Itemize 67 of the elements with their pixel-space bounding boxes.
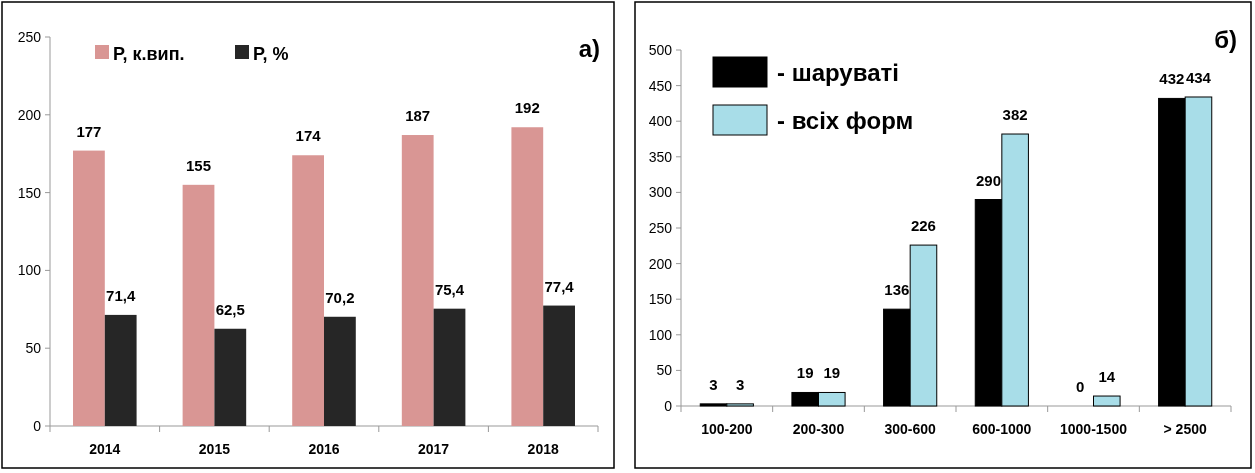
y-tick-label: 0 [664, 398, 673, 414]
data-label: 290 [976, 171, 1002, 189]
x-tick-label: 1000-1500 [1060, 421, 1128, 437]
x-tick-label: 100-200 [701, 421, 753, 437]
x-tick-label: 2017 [418, 441, 450, 457]
x-tick-label: 600-1000 [972, 421, 1032, 437]
chart-title: б) [1214, 26, 1237, 53]
data-label: 155 [185, 156, 212, 174]
data-label: 136 [884, 281, 910, 299]
y-tick-label: 50 [656, 362, 673, 379]
data-label: 3 [735, 375, 745, 393]
legend-label: Р, % [253, 44, 289, 64]
x-tick-label: 200-300 [792, 421, 845, 437]
y-tick-label: 200 [17, 106, 42, 123]
legend-label: Р, к.вип. [113, 44, 185, 64]
bar [182, 184, 215, 426]
bar [543, 305, 575, 426]
y-tick-label: 100 [17, 262, 42, 279]
data-label: 19 [796, 364, 814, 382]
y-tick-label: 50 [25, 340, 42, 357]
x-tick-label: 2014 [89, 441, 121, 457]
y-tick-label: 150 [648, 291, 673, 308]
x-tick-label: 300-600 [884, 421, 937, 437]
data-label: 3 [709, 375, 718, 393]
y-tick-label: 400 [648, 113, 673, 130]
y-tick-label: 150 [17, 184, 42, 201]
bar [511, 127, 544, 426]
bar [401, 135, 434, 426]
y-tick-label: 500 [648, 42, 673, 58]
data-label: 77,4 [544, 277, 575, 295]
data-label: 434 [1185, 68, 1212, 86]
data-label: 19 [823, 364, 841, 382]
y-tick-label: 100 [648, 326, 673, 343]
data-label: 75,4 [434, 280, 465, 298]
x-tick-label: 2015 [198, 441, 231, 457]
data-label: 70,2 [325, 288, 355, 306]
y-tick-label: 250 [17, 29, 42, 45]
data-label: 71,4 [106, 286, 136, 304]
data-label: 382 [1002, 106, 1028, 124]
y-tick-label: 0 [33, 418, 42, 434]
y-tick-label: 300 [648, 184, 673, 201]
bar [324, 316, 356, 426]
y-tick-label: 200 [648, 255, 673, 272]
bar [214, 328, 247, 426]
bar [73, 150, 105, 426]
data-label: 192 [514, 99, 540, 117]
data-label: 226 [910, 217, 936, 235]
data-label: 14 [1098, 368, 1116, 386]
data-label: 174 [295, 127, 322, 145]
x-tick-label: 2018 [527, 441, 559, 457]
data-label: 177 [76, 122, 102, 140]
bar [1093, 395, 1121, 407]
data-label: 62,5 [215, 300, 245, 318]
y-tick-label: 350 [648, 148, 673, 165]
x-tick-label: 2016 [308, 441, 340, 457]
y-tick-label: 250 [648, 220, 673, 236]
bar [433, 308, 466, 426]
chart-title: а) [578, 35, 600, 62]
data-label: 187 [405, 107, 431, 125]
legend-label: - всіх форм [777, 107, 914, 134]
data-label: 0 [1076, 378, 1085, 395]
data-label: 432 [1159, 70, 1185, 88]
bar [104, 314, 137, 426]
bar [292, 155, 324, 426]
x-tick-label: > 2500 [1163, 421, 1207, 437]
legend-label: - шаруваті [777, 59, 899, 86]
y-tick-label: 450 [648, 77, 673, 94]
